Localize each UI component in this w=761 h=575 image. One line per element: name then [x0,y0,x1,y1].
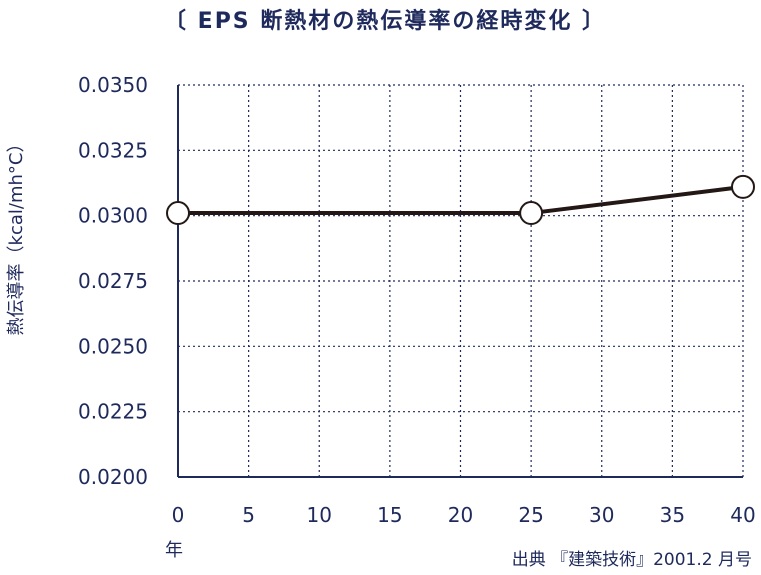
y-tick-label: 0.0350 [78,73,148,97]
y-tick-label: 0.0250 [78,334,148,358]
y-tick-labels: 0.0200 0.0225 0.0250 0.0275 0.0300 0.0325 0.03… [78,73,148,489]
x-tick-label: 40 [730,503,755,527]
y-tick-label: 0.0325 [78,138,148,162]
x-tick-labels: 0 5 10 15 20 25 30 35 40 [172,503,756,527]
y-tick-label: 0.0200 [78,465,148,489]
x-axis-unit: 年 [165,540,183,561]
x-tick-label: 0 [172,503,185,527]
data-point [731,174,755,199]
x-tick-label: 30 [589,503,614,527]
y-axis-label: 熱伝導率（kcal/mh°C） [6,135,27,336]
grid [178,84,744,477]
x-tick-label: 5 [242,503,255,527]
x-tick-label: 15 [377,503,402,527]
y-tick-label: 0.0275 [78,269,148,293]
series [166,174,755,226]
data-point [166,201,190,226]
y-tick-label: 0.0225 [78,400,148,424]
x-tick-label: 35 [660,503,685,527]
axes [177,85,743,478]
x-tick-label: 10 [307,503,332,527]
source-note: 出典 『建築技術』2001.2 月号 [512,550,752,570]
y-tick-label: 0.0300 [78,204,148,228]
chart-title: 〔 EPS 断熱材の熱伝導率の経時変化 〕 [164,8,606,34]
x-tick-label: 25 [518,503,543,527]
data-point [519,201,544,226]
x-tick-label: 20 [448,503,473,527]
